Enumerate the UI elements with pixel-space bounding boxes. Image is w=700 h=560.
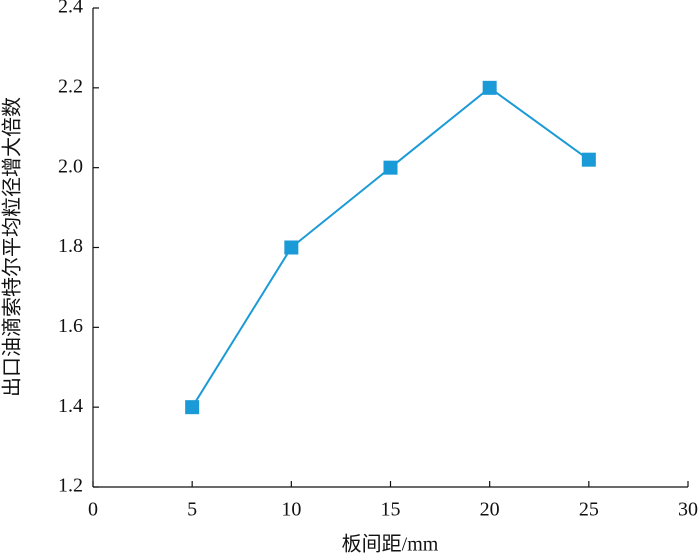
x-tick-label: 10 (281, 499, 301, 521)
x-tick-label: 20 (480, 499, 500, 521)
y-tick-label: 1.2 (58, 475, 83, 497)
x-axis-label: 板间距/mm (342, 533, 439, 556)
x-tick-label: 30 (678, 499, 698, 521)
marker (383, 160, 398, 175)
y-axis-label: 出口油滴索特尔平均粒径增大倍数 (1, 97, 24, 397)
y-tick-label: 1.6 (58, 315, 83, 337)
marker (284, 240, 299, 255)
y-tick-label: 2.0 (58, 155, 83, 177)
marker (482, 80, 497, 95)
marker (185, 400, 200, 415)
marker (581, 152, 596, 167)
x-tick-label: 25 (579, 499, 599, 521)
y-tick-label: 2.4 (58, 0, 83, 18)
y-tick-label: 2.2 (58, 75, 83, 97)
y-tick-label: 1.4 (58, 395, 83, 417)
x-tick-label: 5 (187, 499, 197, 521)
series-line (191, 86, 590, 408)
x-tick-label: 0 (88, 499, 98, 521)
y-tick-label: 1.8 (58, 235, 83, 257)
x-tick-label: 15 (381, 499, 401, 521)
